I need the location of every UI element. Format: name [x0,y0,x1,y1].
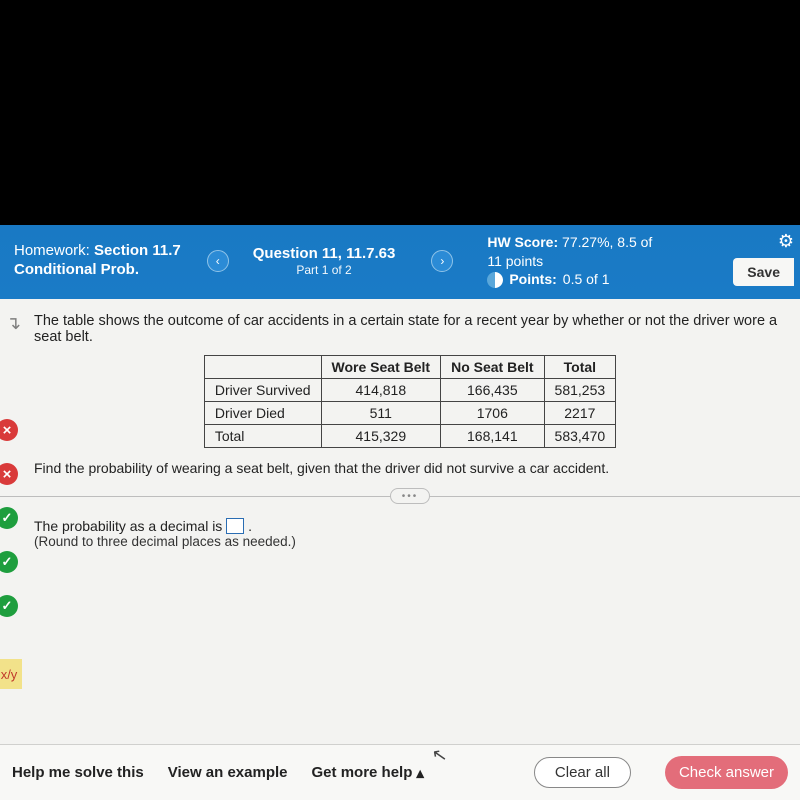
answer-prefix: The probability as a decimal is [34,518,226,534]
hw-label: Homework: [14,242,90,259]
indicator-correct[interactable] [0,595,18,617]
view-example-link[interactable]: View an example [168,764,288,781]
table-header: Total [544,356,616,379]
table-cell: 511 [321,402,441,425]
indicator-wrong[interactable] [0,463,18,485]
question-label: Question 11, 11.7.63 [253,245,396,262]
hw-title-1: Section 11.7 [94,242,181,259]
indicator-wrong[interactable] [0,419,18,441]
table-cell: 168,141 [441,425,544,448]
answer-input[interactable] [226,518,244,534]
table-row: Driver Died 511 1706 2217 [204,402,615,425]
sub-question: Find the probability of wearing a seat b… [34,460,786,476]
table-cell: 166,435 [441,379,544,402]
row-label: Driver Died [204,402,321,425]
row-label: Driver Survived [204,379,321,402]
table-row: Driver Survived 414,818 166,435 581,253 [204,379,615,402]
table-cell: 581,253 [544,379,616,402]
partial-credit-tag[interactable]: x/y [0,659,22,689]
table-cell: 415,329 [321,425,441,448]
save-button[interactable]: Save [733,258,794,286]
table-header-row: Wore Seat Belt No Seat Belt Total [204,356,615,379]
table-cell: 414,818 [321,379,441,402]
get-more-help-link[interactable]: Get more help ▴ [312,764,424,782]
question-indicator: Question 11, 11.7.63 Part 1 of 2 [253,245,396,277]
table-cell: 1706 [441,402,544,425]
homework-title: Homework: Section 11.7 Conditional Prob. [10,242,181,280]
answer-line: The probability as a decimal is . [34,518,786,534]
get-more-help-label: Get more help [312,764,413,781]
problem-intro: The table shows the outcome of car accid… [34,313,786,345]
round-note: (Round to three decimal places as needed… [34,534,786,549]
indicator-correct[interactable] [0,551,18,573]
question-indicators [0,419,18,617]
fraction-icon [487,272,503,288]
check-answer-button[interactable]: Check answer [665,756,788,789]
indicator-correct[interactable] [0,507,18,529]
hw-score-label: HW Score: [487,234,558,250]
hw-title-2: Conditional Prob. [14,261,139,278]
problem-content: ↴ The table shows the outcome of car acc… [0,299,800,563]
clear-all-button[interactable]: Clear all [534,757,631,788]
table-header: No Seat Belt [441,356,544,379]
help-me-solve-link[interactable]: Help me solve this [12,764,144,781]
table-cell: 2217 [544,402,616,425]
footer-toolbar: Help me solve this View an example Get m… [0,744,800,800]
assignment-header: Homework: Section 11.7 Conditional Prob.… [0,225,800,299]
row-label: Total [204,425,321,448]
settings-icon[interactable]: ⚙ [778,231,794,252]
points-label: Points: [509,270,556,289]
data-table: Wore Seat Belt No Seat Belt Total Driver… [204,355,616,448]
table-header: Wore Seat Belt [321,356,441,379]
table-row: Total 415,329 168,141 583,470 [204,425,615,448]
caret-up-icon: ▴ [416,764,424,782]
hw-score-value: 77.27%, 8.5 of [562,234,652,250]
table-header [204,356,321,379]
table-cell: 583,470 [544,425,616,448]
question-part: Part 1 of 2 [253,263,396,277]
collapse-icon[interactable]: ↴ [6,313,21,334]
expand-pill[interactable]: ••• [390,488,430,504]
prev-question-button[interactable]: ‹ [207,250,229,272]
points-value: 0.5 of 1 [563,270,610,289]
next-question-button[interactable]: › [431,250,453,272]
answer-suffix: . [248,518,252,534]
